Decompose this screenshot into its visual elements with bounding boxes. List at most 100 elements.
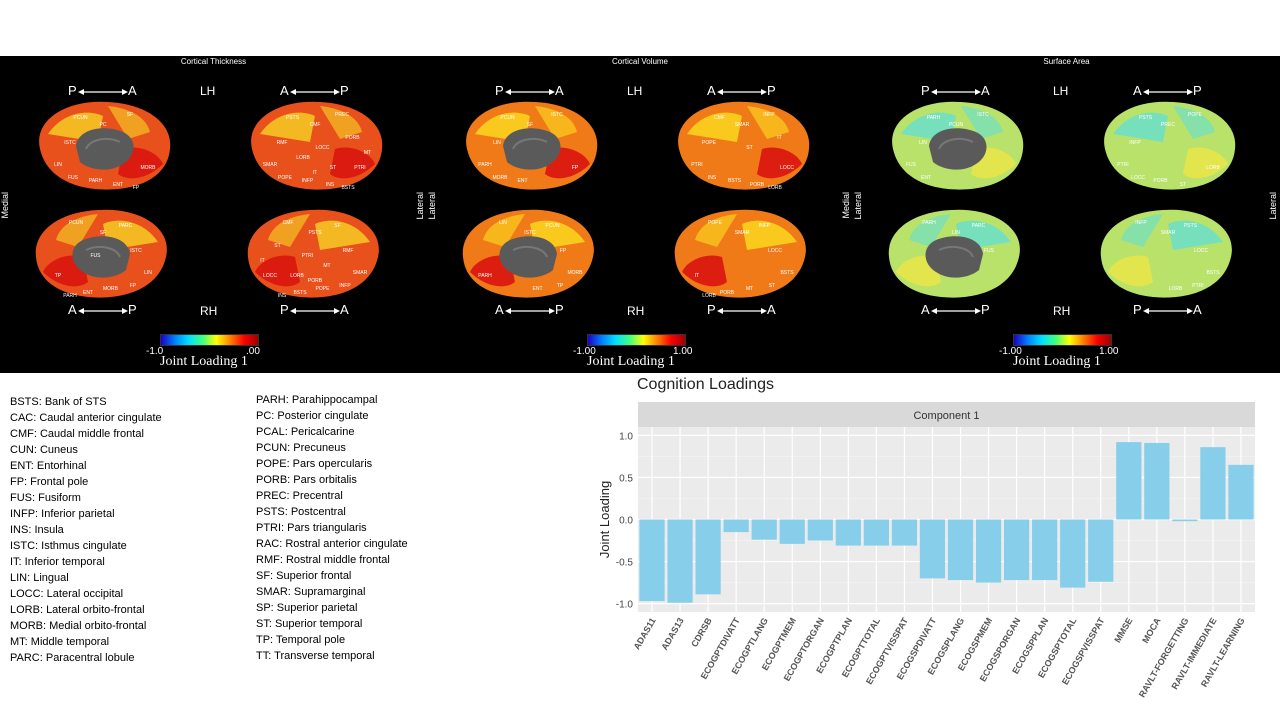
region-label: LORB bbox=[1169, 286, 1183, 292]
region-label: FUS bbox=[91, 253, 102, 259]
direction-label: P bbox=[128, 302, 137, 317]
region-label: ST bbox=[746, 145, 752, 151]
direction-label: A bbox=[495, 302, 504, 317]
direction-label: A bbox=[128, 83, 137, 98]
region-label: ST bbox=[274, 243, 280, 249]
region-label: LOCC bbox=[263, 273, 277, 279]
direction-label: P bbox=[767, 83, 776, 98]
direction-label: A bbox=[280, 83, 289, 98]
region-label: PORB bbox=[345, 135, 360, 141]
region-label: PORB bbox=[750, 182, 765, 188]
region-label: ISTC bbox=[551, 112, 563, 118]
region-label: ISTC bbox=[64, 140, 76, 146]
region-label: POPE bbox=[316, 286, 331, 292]
direction-label: P bbox=[280, 302, 289, 317]
bar bbox=[975, 519, 1002, 583]
region-legend-col2: PARH: Parahippocampal PC: Posterior cingu… bbox=[256, 392, 408, 664]
region-label: PTRI bbox=[302, 253, 313, 259]
legend-entry: ST: Superior temporal bbox=[256, 618, 363, 630]
x-tick-label: ADAS13 bbox=[659, 616, 685, 652]
region-label: PARH bbox=[478, 162, 492, 168]
region-label: LOCC bbox=[768, 248, 782, 254]
x-tick-label: MOCA bbox=[1140, 616, 1163, 645]
region-label: MT bbox=[323, 263, 330, 269]
region-label: PC bbox=[100, 122, 107, 128]
double-arrow-icon bbox=[290, 89, 340, 95]
colorbar bbox=[1013, 334, 1112, 346]
region-label: PCUN bbox=[500, 115, 515, 121]
region-label: SMAR bbox=[735, 230, 750, 236]
region-legend-col1: BSTS: Bank of STS CAC: Caudal anterior ci… bbox=[10, 394, 162, 666]
colorbar-max-label: .00 bbox=[246, 346, 260, 357]
region-label: PREC bbox=[335, 112, 349, 118]
bar bbox=[1116, 442, 1142, 520]
region-label: ST bbox=[330, 165, 336, 171]
bar bbox=[1144, 442, 1170, 520]
double-arrow-icon bbox=[1143, 89, 1193, 95]
region-label: ENT bbox=[113, 182, 123, 188]
region-label: PARH bbox=[478, 273, 492, 279]
x-tick-label: RAVLT-FORGETTING bbox=[1137, 616, 1191, 699]
colorbar-title: Joint Loading 1 bbox=[587, 354, 675, 369]
y-axis-label: Joint Loading bbox=[600, 481, 612, 558]
bar bbox=[1228, 464, 1254, 520]
brain-surface-view: PSTS PREC POPE INFP PTRI LOCC PORB LORB ST bbox=[1104, 101, 1236, 190]
region-label: MORB bbox=[141, 165, 157, 171]
double-arrow-icon bbox=[78, 89, 128, 95]
region-label: CMF bbox=[283, 220, 294, 226]
region-label: INFP bbox=[763, 112, 775, 118]
direction-label: A bbox=[921, 302, 930, 317]
bar bbox=[919, 519, 946, 579]
legend-entry: PREC: Precentral bbox=[256, 490, 343, 502]
colorbar-max-label: 1.00 bbox=[673, 346, 693, 357]
y-tick-label: -0.5 bbox=[616, 558, 634, 569]
region-label: PSTS bbox=[1139, 115, 1153, 121]
double-arrow-icon bbox=[290, 308, 340, 314]
hemisphere-label: LH bbox=[627, 84, 643, 98]
double-arrow-icon bbox=[505, 89, 555, 95]
legend-entry: SMAR: Supramarginal bbox=[256, 586, 366, 598]
colorbar-max-label: 1.00 bbox=[1099, 346, 1119, 357]
region-label: POPE bbox=[1188, 112, 1203, 118]
direction-label: P bbox=[555, 302, 564, 317]
x-tick-label: ADAS11 bbox=[632, 616, 658, 651]
region-label: PORB bbox=[308, 278, 323, 284]
legend-entry: MT: Middle temporal bbox=[10, 636, 110, 648]
region-label: PCUN bbox=[69, 220, 84, 226]
region-label: ENT bbox=[83, 290, 93, 296]
region-label: LOCC bbox=[316, 145, 330, 151]
region-label: ST bbox=[1180, 182, 1186, 188]
direction-label: P bbox=[707, 302, 716, 317]
facet-label: Component 1 bbox=[913, 410, 979, 422]
hemisphere-label: RH bbox=[200, 304, 218, 318]
y-tick-label: 1.0 bbox=[619, 431, 633, 442]
region-label: LIN bbox=[493, 140, 501, 146]
region-label: FUS bbox=[984, 248, 995, 254]
region-label: BSTS bbox=[341, 185, 355, 191]
region-label: SMAR bbox=[1161, 230, 1176, 236]
region-label: FUS bbox=[906, 162, 917, 168]
hemisphere-label: RH bbox=[627, 304, 645, 318]
brain-surface-view: PARC SF PCUN ISTC LIN FP MORB TP ENT PARH FUS bbox=[35, 209, 167, 299]
chart-title: Cognition Loadings bbox=[637, 376, 774, 393]
brain-surface-view: PARC LIN PARH FUS bbox=[888, 209, 1020, 298]
legend-entry: CUN: Cuneus bbox=[10, 444, 78, 456]
direction-label: A bbox=[1193, 302, 1202, 317]
facet-strip bbox=[638, 402, 1255, 427]
region-label: PORB bbox=[1153, 178, 1168, 184]
brain-surface-view: PCUN SF ISTC LIN PARH MORB ENT FP bbox=[466, 101, 598, 190]
direction-label: A bbox=[707, 83, 716, 98]
brain-surface-view: PSTS SMAR INFP LOCC BSTS PTRI LORB bbox=[1100, 209, 1232, 298]
double-arrow-icon bbox=[1143, 308, 1193, 314]
region-label: PTRI bbox=[354, 165, 365, 171]
region-label: PCUN bbox=[73, 115, 88, 121]
region-label: POPE bbox=[702, 140, 717, 146]
region-label: INS bbox=[708, 175, 717, 181]
panel-title: Cortical Volume bbox=[611, 57, 669, 66]
direction-label: P bbox=[340, 83, 349, 98]
region-label: SMAR bbox=[263, 162, 278, 168]
colorbar-title: Joint Loading 1 bbox=[1013, 354, 1101, 369]
bar bbox=[667, 519, 693, 603]
legend-entry: RMF: Rostral middle frontal bbox=[256, 554, 390, 566]
legend-entry: PSTS: Postcentral bbox=[256, 506, 346, 518]
